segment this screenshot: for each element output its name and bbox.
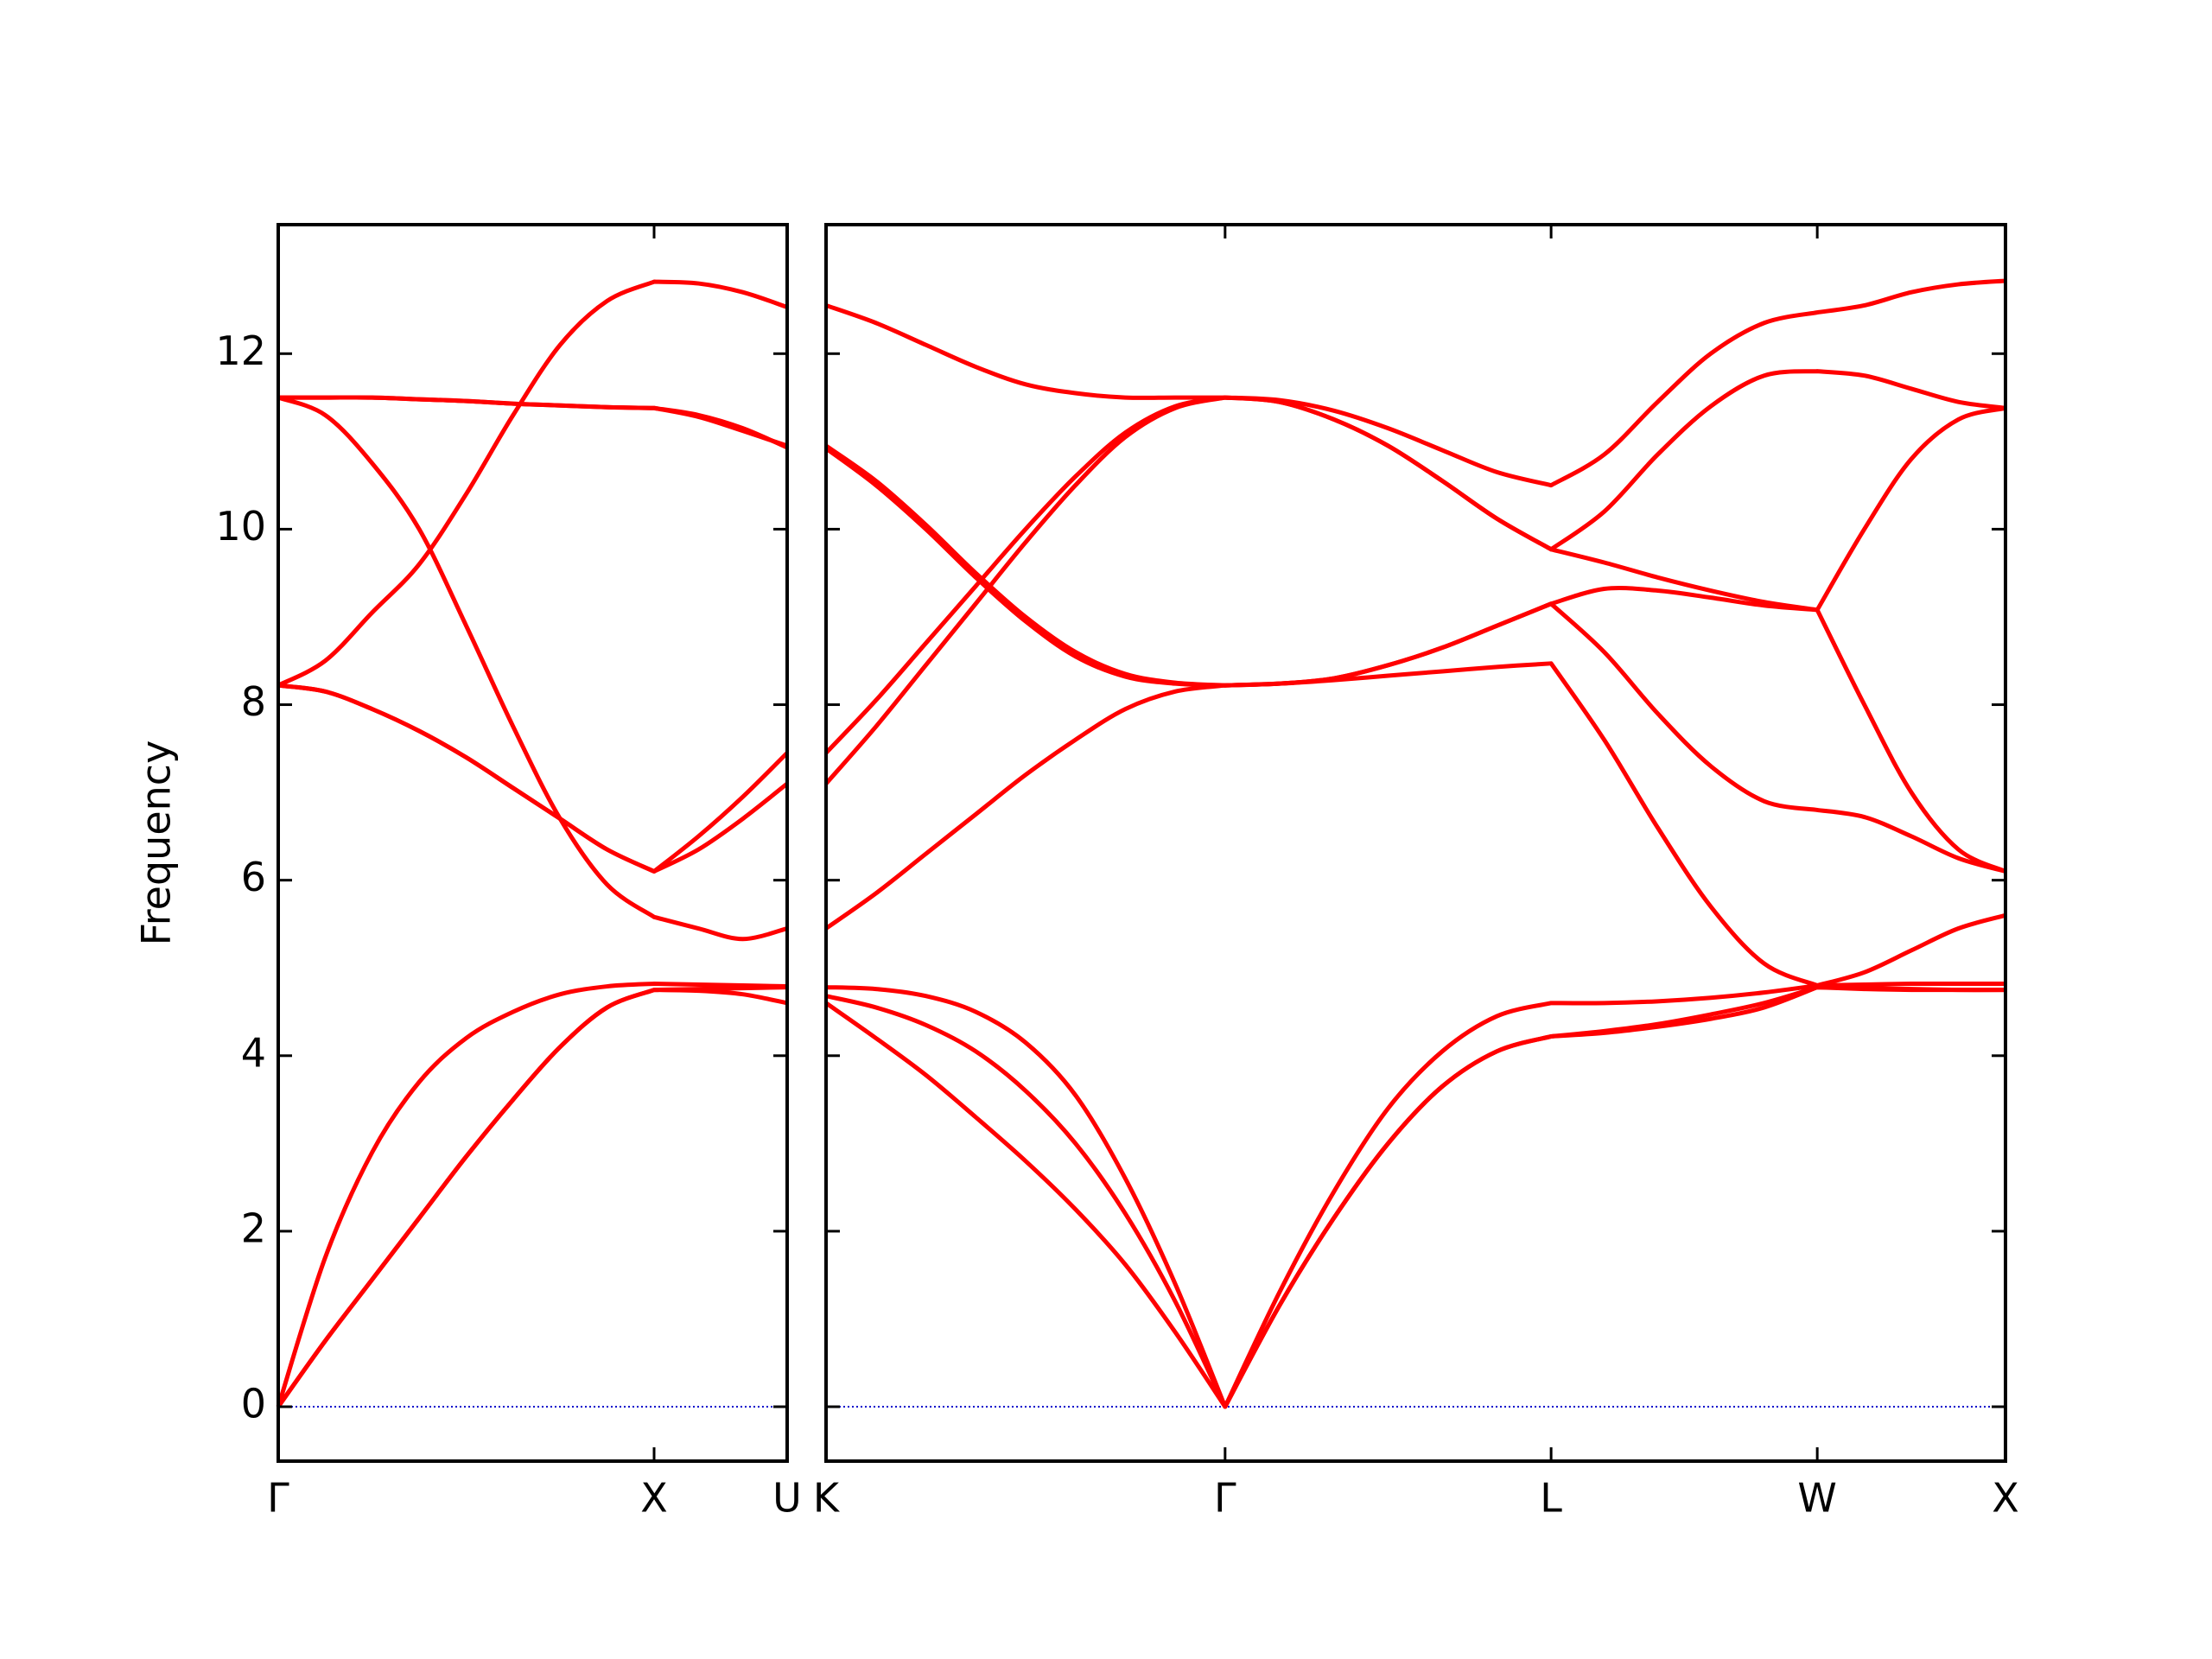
y-tick-label: 2 (241, 1205, 266, 1251)
x-tick-label: W (1797, 1475, 1836, 1522)
y-tick-label: 6 (241, 854, 266, 900)
y-axis-label: Frequency (133, 741, 180, 946)
band-line (278, 395, 788, 448)
band-line (277, 395, 788, 942)
x-tick-label: K (813, 1475, 841, 1522)
x-tick-label: L (1540, 1475, 1562, 1522)
x-tick-label: U (772, 1475, 802, 1522)
x-tick-label: Γ (1214, 1475, 1236, 1522)
band-line (277, 683, 789, 874)
x-tick-label: X (1992, 1475, 2019, 1522)
band-line (825, 985, 2006, 1409)
y-tick-label: 12 (215, 327, 266, 374)
band-line (825, 303, 2006, 552)
band-line (825, 981, 2005, 1409)
band-line (824, 661, 2006, 988)
axes-frame (276, 223, 789, 1463)
y-tick-label: 8 (241, 678, 266, 725)
y-tick-label: 10 (215, 503, 266, 550)
axes-frame (824, 223, 2007, 1463)
y-tick-label: 4 (241, 1029, 266, 1076)
band-line (276, 982, 788, 1408)
band-line (824, 443, 2006, 874)
band-line (824, 278, 2006, 755)
x-tick-label: X (640, 1475, 668, 1522)
band-line (276, 279, 788, 688)
x-tick-label: Γ (267, 1475, 289, 1522)
y-tick-label: 0 (241, 1381, 266, 1427)
band-line (276, 985, 788, 1408)
